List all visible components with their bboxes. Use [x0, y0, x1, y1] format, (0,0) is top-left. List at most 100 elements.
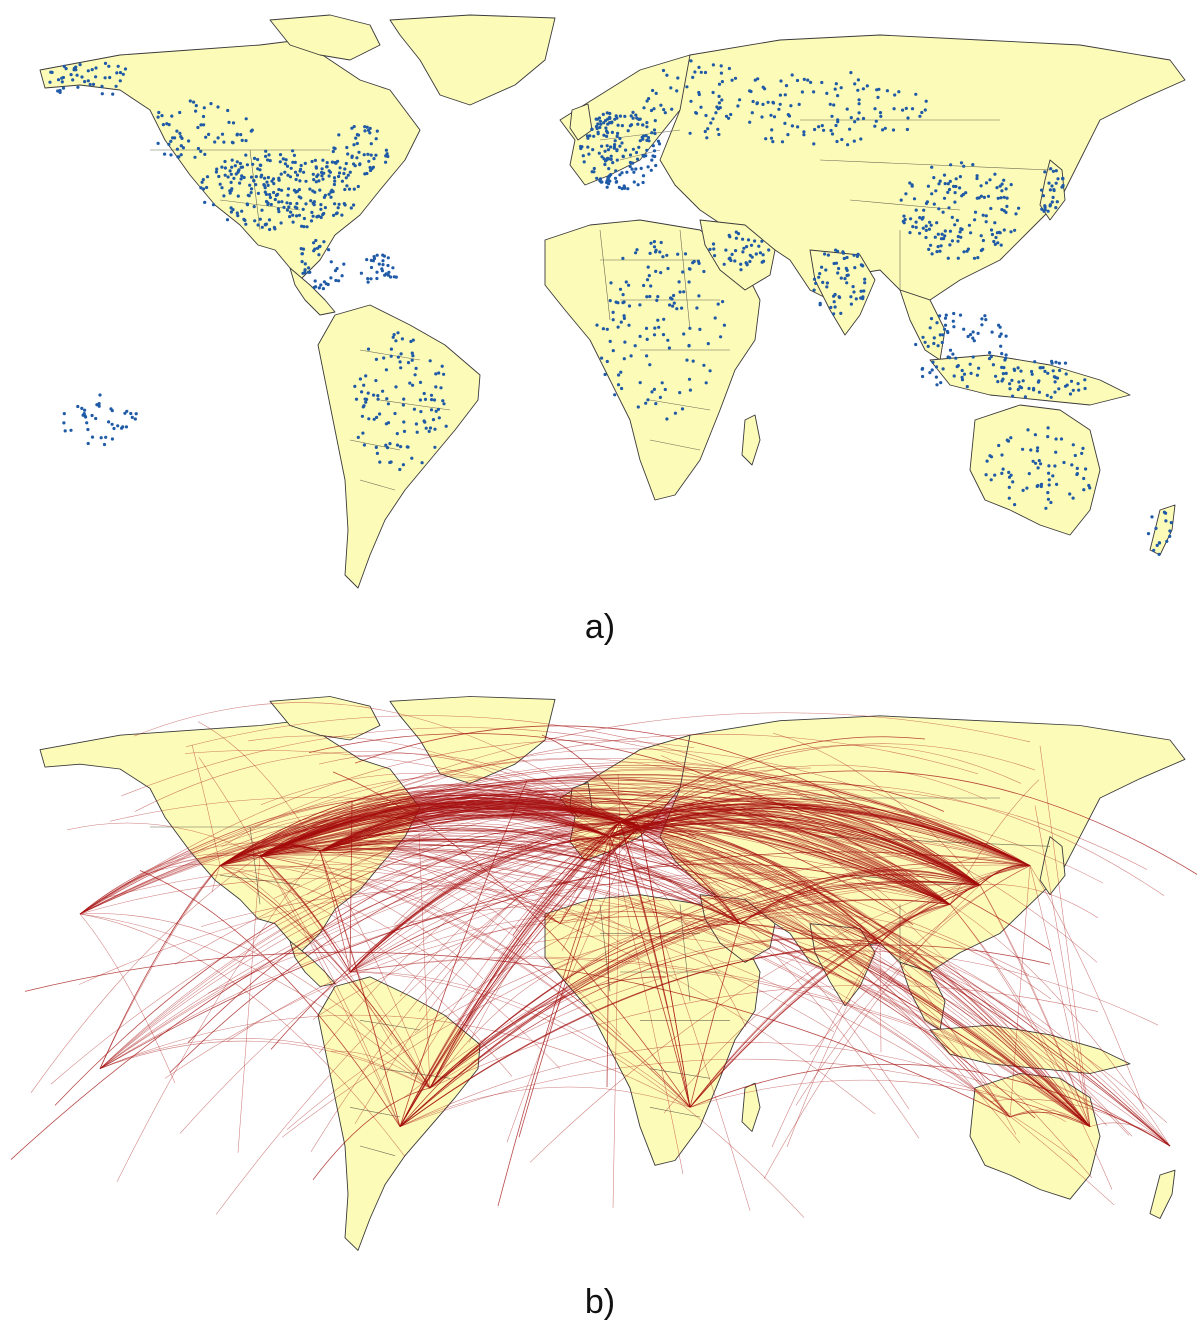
airport-dot — [711, 242, 716, 246]
airport-dot — [943, 327, 947, 331]
airport-dot — [1004, 356, 1008, 360]
airport-dot — [688, 388, 693, 392]
flight-route — [220, 776, 641, 848]
airport-dot — [939, 381, 943, 385]
flight-route — [330, 1050, 431, 1089]
flight-route — [403, 748, 1031, 866]
airport-dot — [661, 68, 666, 73]
airport-dot — [363, 172, 367, 176]
airport-dot — [69, 73, 73, 77]
flight-route — [197, 721, 321, 852]
airport-dot — [250, 128, 254, 132]
airport-dot — [718, 106, 722, 110]
airport-dot — [110, 437, 114, 441]
airport-dot — [928, 326, 932, 330]
flight-route — [399, 938, 881, 1127]
airport-dot — [598, 119, 603, 123]
airport-dot — [1000, 453, 1004, 457]
flight-route — [308, 733, 951, 905]
airport-dot — [1026, 428, 1030, 432]
airport-dot — [923, 340, 927, 344]
airport-dot — [1088, 486, 1092, 490]
airport-dot — [620, 141, 624, 145]
airport-dot — [288, 215, 292, 219]
flight-route — [319, 800, 641, 852]
airport-dot — [369, 265, 374, 270]
country-border — [849, 199, 961, 211]
airport-dot — [326, 282, 330, 287]
landmass-layer — [39, 14, 1186, 589]
airport-dot — [62, 412, 66, 416]
airport-dot — [918, 114, 922, 118]
airport-dot — [908, 181, 912, 185]
airport-dot — [318, 188, 322, 192]
airport-dot — [374, 137, 378, 141]
airport-dot — [659, 103, 663, 107]
airport-dot — [832, 300, 836, 304]
airport-dot — [861, 87, 866, 91]
airport-dot — [412, 407, 416, 411]
airport-dot — [975, 174, 979, 178]
airport-dot — [824, 268, 828, 272]
airport-dot — [675, 89, 679, 93]
airport-dot — [252, 178, 256, 183]
airport-dot — [653, 131, 657, 136]
airport-dot — [719, 64, 723, 68]
airport-dot — [434, 372, 438, 376]
airport-dot — [1004, 210, 1008, 214]
airport-dot — [120, 426, 124, 430]
airport-dot — [629, 114, 633, 118]
airport-dot — [433, 445, 437, 449]
flight-route — [429, 899, 951, 1089]
airport-dot — [1004, 187, 1008, 191]
airport-dot — [336, 206, 340, 210]
airport-dot — [623, 340, 627, 344]
airport-dot — [736, 104, 740, 108]
airport-dot — [705, 136, 709, 140]
flight-route — [1029, 865, 1091, 1127]
airport-dot — [240, 209, 244, 213]
airport-dot — [842, 256, 846, 261]
airport-dot — [263, 190, 267, 194]
airport-dot — [1057, 361, 1061, 365]
airport-dot — [85, 421, 89, 425]
flight-route — [259, 793, 981, 886]
airport-dot — [329, 276, 333, 280]
airport-dot — [678, 391, 682, 395]
airport-dot — [646, 136, 651, 140]
airport-dot — [906, 116, 910, 120]
airport-dot — [990, 330, 994, 334]
airport-dot — [205, 185, 209, 190]
flight-route — [281, 864, 1031, 1138]
airport-dot — [1168, 529, 1172, 533]
airport-dot — [666, 266, 670, 271]
flight-route — [950, 857, 1031, 866]
airport-dot — [716, 127, 720, 131]
airport-dot — [928, 220, 932, 224]
flight-route — [689, 923, 741, 1108]
airport-dot — [942, 237, 946, 241]
airport-dot — [1057, 387, 1061, 391]
airport-dot — [965, 385, 969, 389]
airport-dot — [636, 405, 640, 409]
airport-dot — [741, 237, 745, 241]
airport-dot — [102, 442, 107, 447]
airport-dot — [930, 165, 934, 169]
airport-dot — [967, 223, 972, 227]
airport-dot — [611, 349, 615, 353]
airport-dot — [845, 268, 849, 272]
airport-dot — [635, 157, 640, 161]
airport-dot — [1047, 181, 1051, 185]
airport-dot — [678, 290, 682, 294]
airport-dot — [289, 210, 293, 214]
airport-dot — [1048, 188, 1052, 192]
airport-dot — [999, 344, 1003, 348]
airport-dot — [218, 182, 222, 186]
flight-route — [354, 821, 621, 1124]
airport-dot — [327, 192, 331, 196]
caption-a: a) — [584, 608, 616, 646]
airport-dot — [375, 270, 379, 274]
airport-dot — [607, 167, 611, 171]
airport-dot — [385, 397, 389, 401]
airport-dot — [642, 106, 646, 110]
